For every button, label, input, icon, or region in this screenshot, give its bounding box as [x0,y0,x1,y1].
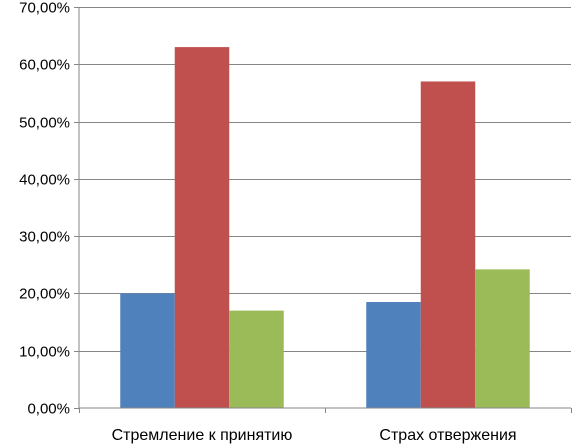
y-tick-label: 50,00% [19,115,70,132]
axes [74,7,572,413]
bar [120,293,175,408]
y-tick-label: 10,00% [19,344,70,361]
bar [366,302,421,408]
y-tick-label: 70,00% [19,0,70,17]
y-tick-label: 0,00% [27,401,70,418]
y-tick-label: 20,00% [19,286,70,303]
y-tick-label: 40,00% [19,172,70,189]
bar [229,310,284,408]
x-tick-label: Страх отвержения [379,427,516,444]
bars [120,47,530,408]
y-tick-labels: 0,00% 10,00% 20,00% 30,00% 40,00% 50,00% 60,00… [19,0,70,418]
y-tick-label: 30,00% [19,229,70,246]
bar [475,269,530,408]
y-tick-label: 60,00% [19,57,70,74]
x-tick-labels: Стремление к принятию Страх отвержения [112,427,517,444]
bar [174,47,230,408]
x-tick-label: Стремление к принятию [112,427,293,444]
bar [420,81,476,408]
